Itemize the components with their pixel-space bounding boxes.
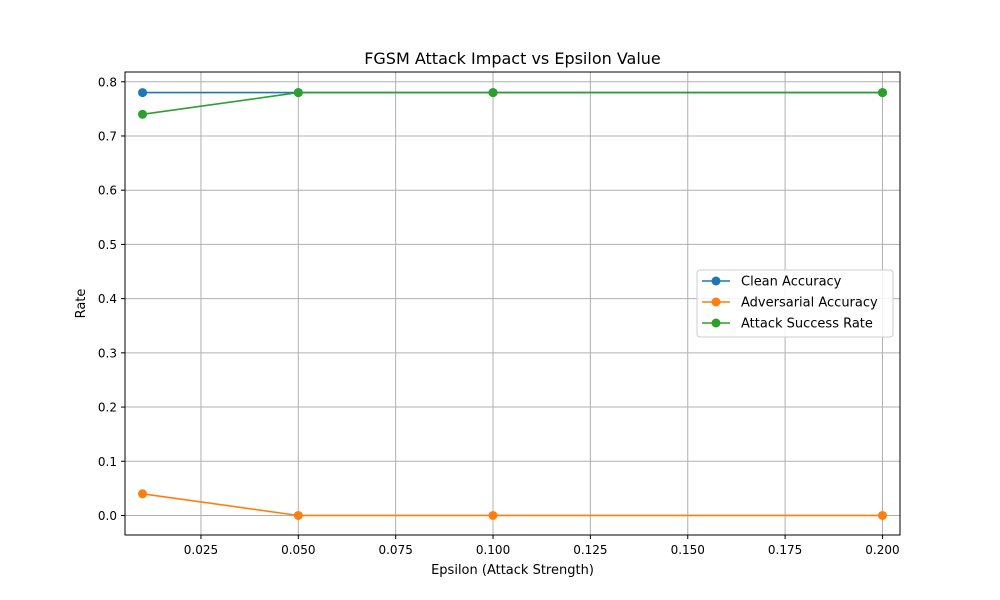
chart-title: FGSM Attack Impact vs Epsilon Value xyxy=(364,49,661,68)
legend-label: Clean Accuracy xyxy=(741,275,842,290)
x-tick-label: 0.050 xyxy=(281,543,315,557)
y-tick-label: 0.1 xyxy=(98,455,117,469)
x-tick-label: 0.125 xyxy=(573,543,607,557)
x-axis-label: Epsilon (Attack Strength) xyxy=(431,563,594,578)
data-point xyxy=(138,109,148,119)
y-tick-label: 0.5 xyxy=(98,238,117,252)
x-tick-label: 0.100 xyxy=(476,543,510,557)
data-point xyxy=(877,88,887,98)
data-point xyxy=(138,88,148,98)
legend-marker xyxy=(711,318,721,328)
y-tick-label: 0.7 xyxy=(98,129,117,143)
y-tick-label: 0.2 xyxy=(98,401,117,415)
legend-marker xyxy=(711,297,721,307)
legend: Clean Accuracy Adversarial Accuracy Attack… xyxy=(696,269,894,338)
data-point xyxy=(488,510,498,520)
data-point xyxy=(138,489,148,499)
x-tick-label: 0.200 xyxy=(865,543,899,557)
y-tick-label: 0.0 xyxy=(98,509,117,523)
legend-label: Attack Success Rate xyxy=(741,317,873,332)
legend-label: Adversarial Accuracy xyxy=(741,296,878,311)
plot-frame xyxy=(124,71,901,536)
legend-item: Attack Success Rate xyxy=(702,317,873,332)
y-tick-label: 0.4 xyxy=(98,292,117,306)
y-tick-label: 0.3 xyxy=(98,346,117,360)
grid xyxy=(125,72,900,535)
y-tick-label: 0.6 xyxy=(98,184,117,198)
series-line xyxy=(142,91,883,116)
x-axis: 0.025 0.050 0.075 0.100 0.125 0.150 0.175 0.200 xyxy=(184,535,900,557)
x-tick-label: 0.025 xyxy=(184,543,218,557)
series-layer xyxy=(138,88,887,520)
y-tick-label: 0.8 xyxy=(98,75,117,89)
data-point xyxy=(293,510,303,520)
series-line xyxy=(142,493,883,517)
y-axis-label: Rate xyxy=(74,289,89,319)
data-point xyxy=(488,88,498,98)
y-axis: 0.0 0.1 0.2 0.3 0.4 0.5 0.6 0.7 0.8 xyxy=(98,75,125,523)
legend-item: Clean Accuracy xyxy=(702,275,842,290)
data-point xyxy=(293,88,303,98)
legend-item: Adversarial Accuracy xyxy=(702,296,878,311)
legend-marker xyxy=(711,276,721,286)
legend-box xyxy=(696,269,894,338)
data-point xyxy=(877,510,887,520)
x-tick-label: 0.075 xyxy=(378,543,412,557)
x-tick-label: 0.150 xyxy=(671,543,705,557)
x-tick-label: 0.175 xyxy=(768,543,802,557)
series-2 xyxy=(138,88,887,119)
series-1 xyxy=(138,489,887,520)
